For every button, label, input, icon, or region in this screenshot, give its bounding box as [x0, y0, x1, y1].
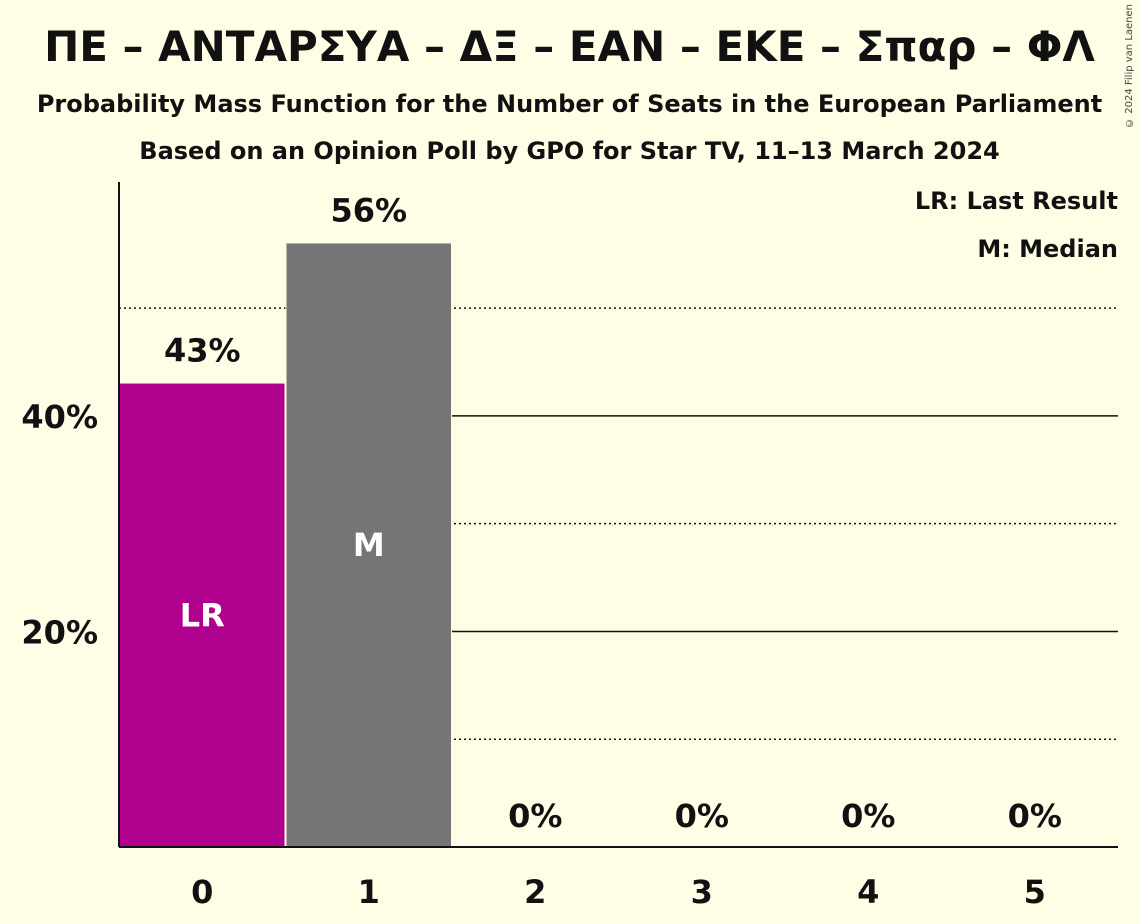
value-label: 0%: [1008, 797, 1062, 835]
chart-poll-source: Based on an Opinion Poll by GPO for Star…: [139, 137, 1000, 165]
x-tick-label: 1: [358, 873, 380, 911]
bar-marker-lr: LR: [180, 596, 225, 634]
y-tick-label: 40%: [21, 398, 98, 436]
bar-seats-0: [120, 383, 285, 847]
legend-median: M: Median: [977, 235, 1118, 263]
bar-marker-m: M: [353, 526, 385, 564]
value-label: 0%: [675, 797, 729, 835]
x-tick-label: 0: [191, 873, 213, 911]
value-label: 0%: [841, 797, 895, 835]
value-label: 43%: [164, 332, 241, 370]
bar-seats-1: [286, 243, 451, 848]
x-tick-label: 3: [691, 873, 713, 911]
x-tick-label: 4: [857, 873, 879, 911]
value-label: 0%: [508, 797, 562, 835]
chart-subtitle: Probability Mass Function for the Number…: [36, 90, 1103, 118]
bars: [119, 243, 452, 848]
legend-last-result: LR: Last Result: [915, 187, 1118, 215]
chart-title: ΠΕ – ΑΝΤΑΡΣΥΑ – ΔΞ – ΕΑΝ – ΕΚΕ – Σπαρ – …: [44, 22, 1095, 71]
axes: 0 1 2 3 4 5 20% 40%: [21, 182, 1118, 911]
value-label: 56%: [330, 191, 407, 229]
x-tick-label: 2: [524, 873, 546, 911]
x-tick-label: 5: [1024, 873, 1046, 911]
y-tick-label: 20%: [21, 613, 98, 651]
value-labels: 43% LR 56% M 0% 0% 0% 0%: [164, 191, 1062, 835]
